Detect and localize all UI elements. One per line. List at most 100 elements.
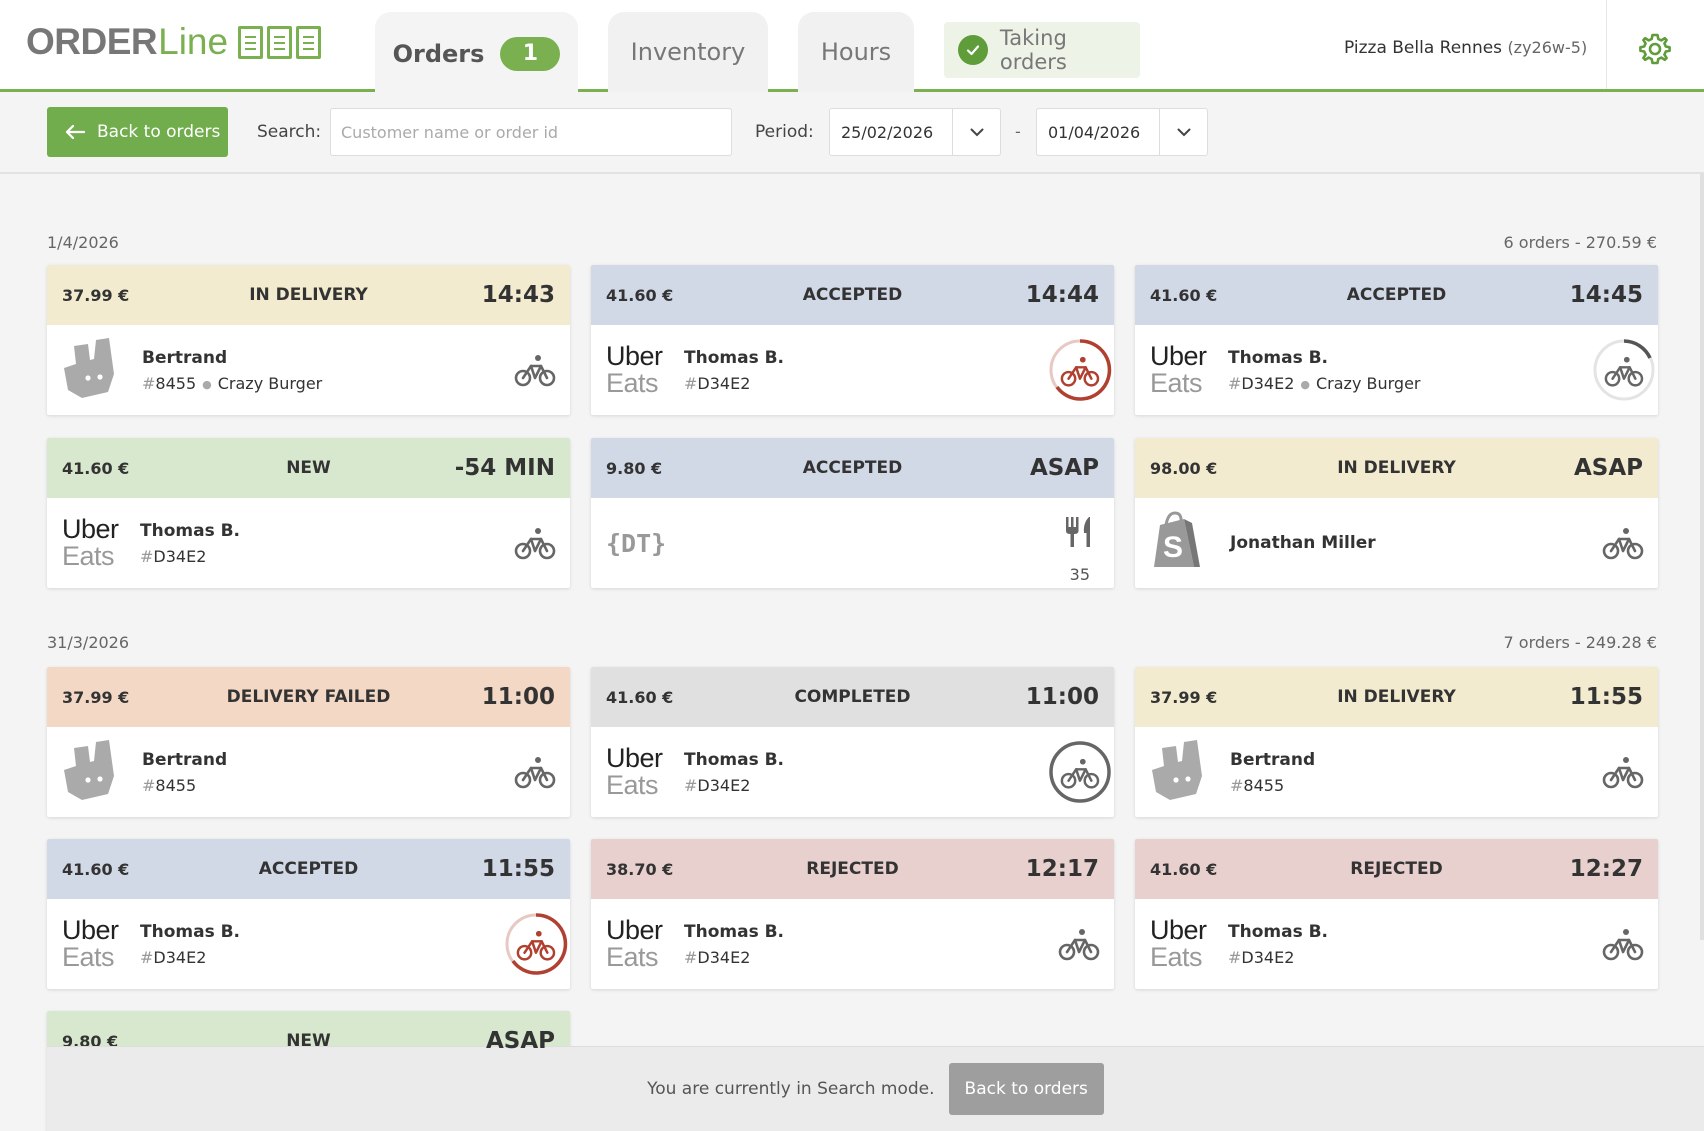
- customer-name: Bertrand: [142, 749, 228, 770]
- bike-icon: [1602, 754, 1644, 790]
- uber-text: Uber: [1150, 915, 1207, 945]
- order-card[interactable]: 41.60 € NEW -54 MIN Uber Eats Thomas B. #D34E2: [47, 438, 570, 588]
- bike-icon: [514, 525, 556, 561]
- header-divider: [1606, 0, 1607, 89]
- customer-name: Jonathan Miller: [1230, 533, 1376, 553]
- search-mode-text: You are currently in Search mode.: [647, 1079, 935, 1099]
- hash-symbol: #: [142, 775, 156, 795]
- search-toolbar: Back to orders Search: Period: 25/02/202…: [0, 92, 1704, 174]
- logo-order-text: ORDER: [26, 21, 158, 62]
- customer-name: Thomas B.: [140, 520, 241, 541]
- date-from-value: 25/02/2026: [841, 122, 934, 142]
- gear-icon[interactable]: [1638, 32, 1672, 70]
- order-card[interactable]: 9.80 € ACCEPTED ASAP {DT} 35: [591, 438, 1114, 588]
- separator-dot-icon: ●: [1300, 377, 1310, 391]
- customer-name: Thomas B.: [1228, 921, 1329, 942]
- order-customer-info: Bertrand #8455: [1230, 750, 1315, 795]
- order-meta: #8455: [1230, 776, 1315, 795]
- order-card[interactable]: 41.60 € REJECTED 12:27 Uber Eats Thomas B. #D3…: [1135, 839, 1658, 989]
- order-id: D34E2: [1241, 947, 1295, 967]
- order-time: 14:44: [1025, 282, 1099, 308]
- order-meta: #D34E2: [684, 776, 784, 795]
- order-card-body: Bertrand #8455 ● Crazy Burger: [47, 325, 570, 415]
- taking-orders-label: Taking orders: [999, 26, 1067, 74]
- order-card-header: 37.99 € DELIVERY FAILED 11:00: [47, 667, 570, 727]
- order-card-body: S Jonathan Miller: [1135, 498, 1658, 588]
- order-card[interactable]: 98.00 € IN DELIVERY ASAP S Jonathan Miller: [1135, 438, 1658, 588]
- order-card[interactable]: 41.60 € COMPLETED 11:00 Uber Eats Thomas B. #D…: [591, 667, 1114, 817]
- ubereats-logo: Uber Eats: [62, 917, 126, 971]
- order-id: 8455: [1243, 775, 1285, 795]
- order-meta: #D34E2: [1228, 948, 1328, 967]
- order-meta: #D34E2: [140, 948, 240, 967]
- tab-orders[interactable]: Orders 1: [375, 12, 578, 95]
- order-id: D34E2: [153, 546, 207, 566]
- shopify-logo: S: [1150, 511, 1216, 575]
- order-card-body: Uber Eats Thomas B. #D34E2: [1135, 899, 1658, 989]
- dt-logo: {DT}: [606, 528, 667, 558]
- uber-text: Uber: [62, 915, 119, 945]
- customer-name: Thomas B.: [140, 921, 241, 942]
- chevron-down-icon[interactable]: [1159, 109, 1207, 155]
- order-card-header: 41.60 € NEW -54 MIN: [47, 438, 570, 498]
- order-card[interactable]: 41.60 € ACCEPTED 14:45 Uber Eats Thomas B. #D3…: [1135, 265, 1658, 415]
- ubereats-logo: Uber Eats: [606, 343, 670, 397]
- chevron-down-icon[interactable]: [952, 109, 1000, 155]
- order-meta: #D34E2: [140, 547, 240, 566]
- bike-icon: [1058, 926, 1100, 962]
- order-id: 8455: [155, 373, 197, 393]
- customer-name: Bertrand: [142, 347, 228, 368]
- order-card-header: 41.60 € ACCEPTED 14:45: [1135, 265, 1658, 325]
- taking-orders-toggle[interactable]: Taking orders: [944, 22, 1140, 78]
- ubereats-logo: Uber Eats: [606, 745, 670, 799]
- customer-name: Thomas B.: [1228, 347, 1329, 368]
- uber-text: Uber: [62, 514, 119, 544]
- order-card-header: 41.60 € COMPLETED 11:00: [591, 667, 1114, 727]
- separator-dot-icon: ●: [202, 377, 212, 391]
- order-card[interactable]: 41.60 € ACCEPTED 11:55 Uber Eats Thomas B. #D3…: [47, 839, 570, 989]
- tab-inventory[interactable]: Inventory: [608, 12, 768, 92]
- restaurant-info: Pizza Bella Rennes (zy26w-5): [1344, 38, 1587, 58]
- date-to-picker[interactable]: 01/04/2026: [1036, 108, 1208, 156]
- eats-text: Eats: [606, 770, 659, 800]
- orderline-logo[interactable]: ORDER Line: [26, 21, 322, 62]
- customer-name: Thomas B.: [684, 921, 785, 942]
- hash-symbol: #: [140, 546, 154, 566]
- bike-timer-icon: [504, 912, 568, 976]
- order-time: 14:43: [481, 282, 555, 308]
- tab-hours[interactable]: Hours: [798, 12, 914, 92]
- scrollbar[interactable]: [1700, 174, 1704, 940]
- date-separator: -: [1015, 122, 1021, 141]
- ubereats-logo: Uber Eats: [62, 516, 126, 570]
- order-time: 12:27: [1569, 856, 1643, 882]
- order-card-body: Uber Eats Thomas B. #D34E2 ● Crazy Burger: [1135, 325, 1658, 415]
- order-card-header: 38.70 € REJECTED 12:17: [591, 839, 1114, 899]
- order-card-body: Uber Eats Thomas B. #D34E2: [591, 325, 1114, 415]
- eats-text: Eats: [606, 368, 659, 398]
- period-label: Period:: [755, 122, 814, 142]
- bike-timer-icon: [1048, 740, 1112, 804]
- order-id: D34E2: [697, 373, 751, 393]
- uber-text: Uber: [606, 341, 663, 371]
- customer-name: Bertrand: [1230, 749, 1316, 770]
- search-input[interactable]: [330, 108, 732, 156]
- order-card[interactable]: 37.99 € DELIVERY FAILED 11:00 Bertrand #8455: [47, 667, 570, 817]
- search-label: Search:: [257, 122, 322, 142]
- bottom-back-to-orders-button[interactable]: Back to orders: [948, 1063, 1104, 1115]
- order-price: 9.80 €: [606, 458, 663, 478]
- back-to-orders-button[interactable]: Back to orders: [47, 107, 228, 157]
- order-card-body: {DT} 35: [591, 498, 1114, 588]
- order-id: 8455: [155, 775, 197, 795]
- order-card[interactable]: 37.99 € IN DELIVERY 14:43 Bertrand #8455 ● Cra…: [47, 265, 570, 415]
- bike-icon: [514, 352, 556, 388]
- order-card[interactable]: 38.70 € REJECTED 12:17 Uber Eats Thomas B. #D3…: [591, 839, 1114, 989]
- order-time: 11:00: [481, 684, 555, 710]
- order-card[interactable]: 41.60 € ACCEPTED 14:44 Uber Eats Thomas B. #D3…: [591, 265, 1114, 415]
- search-mode-bar: You are currently in Search mode. Back t…: [47, 1046, 1704, 1131]
- date-from-picker[interactable]: 25/02/2026: [829, 108, 1001, 156]
- order-customer-info: Thomas B. #D34E2: [684, 922, 784, 967]
- order-card[interactable]: 37.99 € IN DELIVERY 11:55 Bertrand #8455: [1135, 667, 1658, 817]
- order-time: 14:45: [1569, 282, 1643, 308]
- ubereats-logo: Uber Eats: [1150, 917, 1214, 971]
- order-card-body: Bertrand #8455: [1135, 727, 1658, 817]
